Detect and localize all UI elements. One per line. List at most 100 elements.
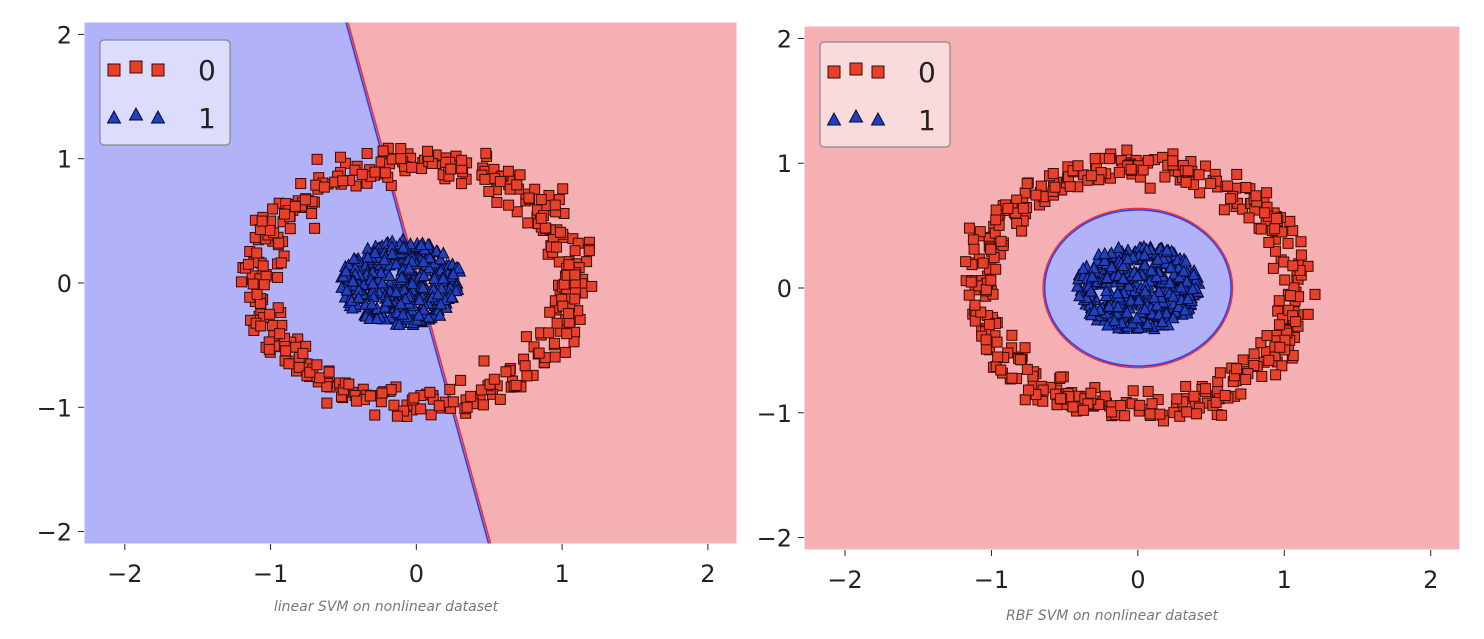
class-0-point: [311, 153, 323, 165]
class-0-point: [586, 280, 598, 292]
class-1-point: [396, 307, 410, 320]
class-0-point: [1282, 237, 1294, 249]
class-0-point: [491, 196, 503, 208]
class-0-point: [1276, 360, 1288, 372]
class-0-point: [274, 328, 286, 340]
class-0-point: [1231, 363, 1243, 375]
class-0-point: [1231, 168, 1243, 180]
class-0-point: [1295, 236, 1307, 248]
class-0-point: [563, 259, 575, 271]
class-0-point: [980, 284, 992, 296]
class-0-point: [377, 145, 389, 157]
class-0-point: [1021, 363, 1033, 375]
class-0-point: [311, 359, 323, 371]
class-0-point: [408, 392, 420, 404]
class-0-point: [289, 200, 301, 212]
class-1-point: [383, 268, 396, 281]
class-0-point: [983, 318, 995, 330]
class-0-point: [361, 148, 373, 160]
class-1-point: [378, 300, 392, 313]
class-1-point: [412, 308, 426, 321]
class-0-point: [551, 241, 563, 253]
x-tick-label: 1: [554, 560, 569, 588]
class-1-point: [1084, 284, 1098, 297]
class-0-point: [251, 247, 263, 259]
class-0-point: [272, 271, 284, 283]
class-0-point: [1287, 260, 1299, 272]
class-0-point: [461, 401, 473, 413]
class-1-point: [1124, 293, 1138, 306]
class-0-point: [455, 178, 467, 190]
class-1-point: [370, 311, 384, 324]
class-0-point: [1017, 202, 1029, 214]
class-1-point: [1150, 269, 1163, 282]
class-0-point: [985, 243, 997, 255]
class-0-point: [350, 395, 362, 407]
class-0-point: [388, 399, 400, 411]
class-0-point: [264, 224, 276, 236]
class-1-point: [1111, 300, 1125, 313]
class-0-point: [559, 346, 571, 358]
class-1-point: [385, 246, 399, 260]
class-0-point: [369, 166, 381, 178]
class-0-point: [1224, 193, 1236, 205]
class-0-point: [1019, 342, 1031, 354]
chart-caption: RBF SVM on nonlinear dataset: [1006, 608, 1219, 624]
class-1-point: [433, 252, 447, 265]
class-1-point: [1087, 261, 1101, 274]
class-0-point: [1159, 171, 1171, 183]
class-1-point: [1141, 317, 1154, 330]
class-0-point: [569, 245, 581, 257]
class-0-point: [1144, 182, 1156, 194]
class-0-point: [299, 194, 311, 206]
class-1-point: [1138, 284, 1152, 297]
class-0-point: [267, 203, 279, 215]
class-1-point: [368, 245, 382, 258]
class-1-point: [422, 310, 435, 323]
class-0-point: [1180, 380, 1192, 392]
class-0-point: [1072, 160, 1084, 172]
class-1-point: [406, 276, 419, 289]
class-1-point: [395, 270, 409, 283]
class-0-point: [1006, 329, 1018, 341]
class-0-point: [318, 181, 330, 193]
class-0-point: [1290, 316, 1302, 328]
class-0-point: [1115, 400, 1127, 412]
class-0-point: [535, 212, 547, 224]
class-0-point: [364, 390, 376, 402]
class-0-point: [235, 276, 247, 288]
class-1-point: [1151, 252, 1164, 265]
class-0-point: [511, 179, 523, 191]
decision-boundary-blue: [1043, 209, 1232, 367]
class-0-point: [1237, 203, 1249, 215]
class-1-point: [1177, 264, 1191, 277]
class-0-point: [548, 337, 560, 349]
y-tick-label: 1: [777, 150, 792, 178]
class-0-point: [1105, 406, 1117, 418]
class-0-point: [1113, 166, 1125, 178]
class-0-point: [483, 185, 495, 197]
class-0-point: [1199, 160, 1211, 172]
legend: 01: [819, 41, 951, 148]
class-0-point: [991, 336, 1003, 348]
class-0-point: [273, 237, 285, 249]
class-0-point: [519, 360, 531, 372]
legend-triangle-marker: [826, 111, 842, 126]
class-0-point: [395, 143, 407, 155]
class-1-point: [1181, 292, 1195, 305]
class-0-point: [283, 358, 295, 370]
class-0-point: [967, 234, 979, 246]
class-0-point: [247, 278, 259, 290]
class-1-point: [1073, 289, 1086, 302]
class-0-point: [1047, 168, 1059, 180]
legend-square-marker: [871, 65, 885, 79]
class-0-point: [263, 343, 275, 355]
class-1-point: [381, 294, 394, 307]
class-1-point: [1180, 274, 1194, 287]
y-tick-label: −1: [757, 400, 792, 428]
class-0-point: [1284, 215, 1296, 227]
class-0-point: [314, 372, 326, 384]
class-0-point: [549, 199, 561, 211]
class-0-point: [523, 192, 535, 204]
class-0-point: [433, 400, 445, 412]
